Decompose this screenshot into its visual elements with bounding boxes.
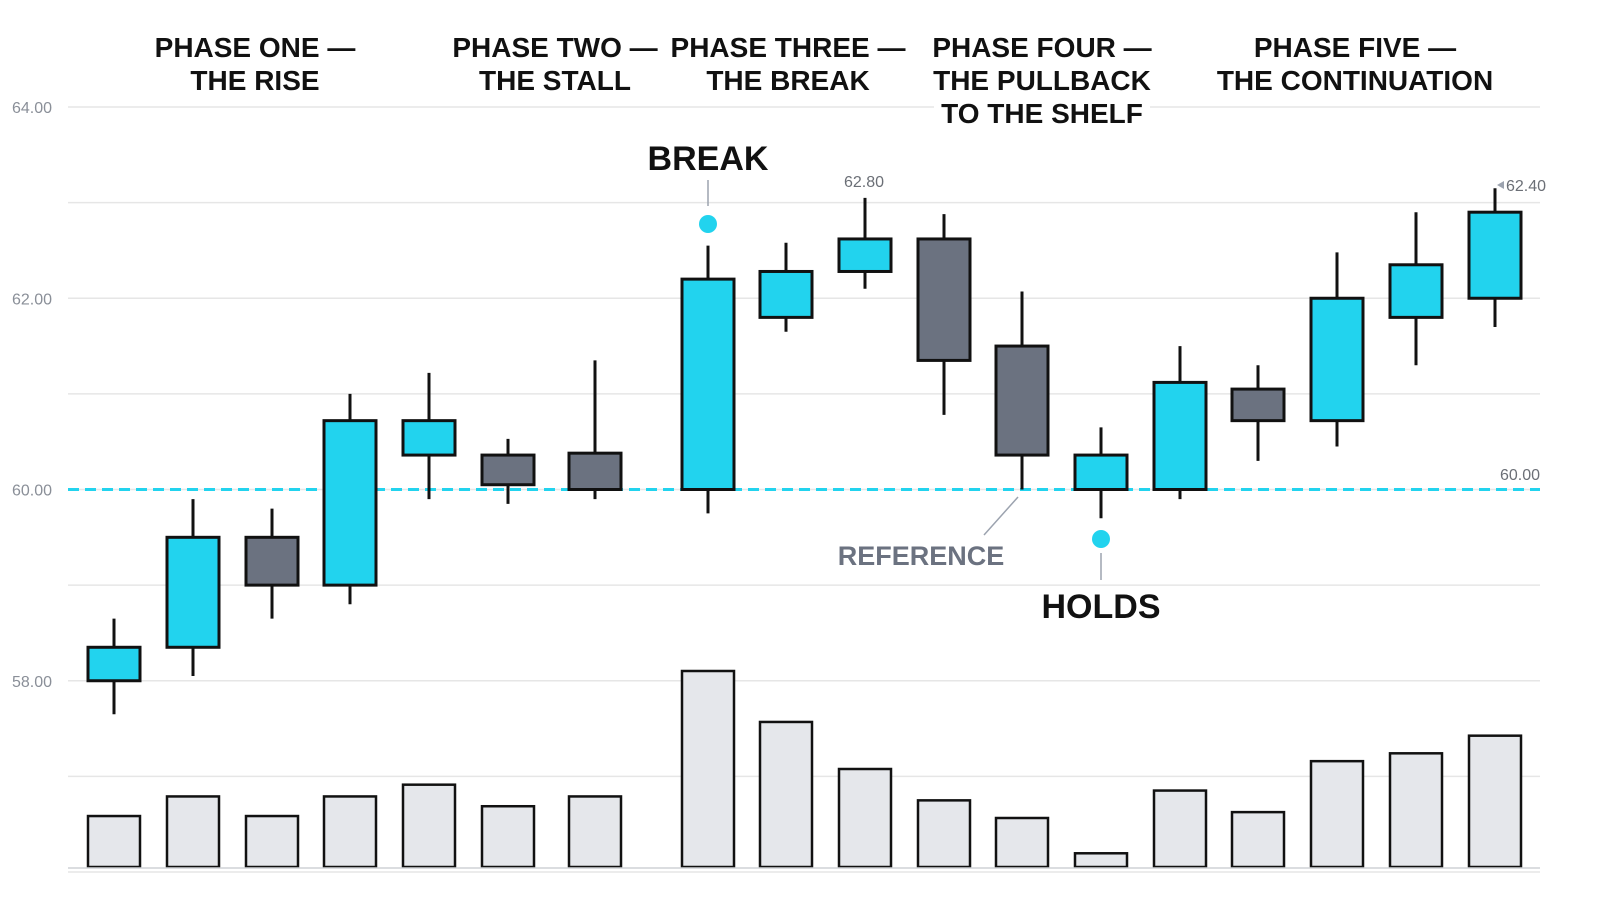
annotations: BREAK 62.80 62.40 60.00 REFERENCE HOLDS (648, 140, 1547, 626)
holds-marker-dot (1092, 530, 1110, 548)
phase-label: PHASE FOUR — (932, 32, 1151, 63)
phase-label: PHASE FIVE — (1254, 32, 1456, 63)
candle-body (1309, 296, 1365, 423)
phase-label-backing (672, 28, 904, 102)
candle-body (680, 277, 736, 491)
phase-label: PHASE TWO — (452, 32, 657, 63)
y-tick-label: 64.00 (12, 100, 52, 117)
volume-bar (1309, 759, 1365, 869)
phase-label-backing (455, 28, 655, 102)
candle-body (165, 535, 221, 649)
volume-bar (994, 816, 1050, 869)
phase-labels: PHASE ONE —THE RISE PHASE TWO —THE STALL P… (155, 28, 1495, 135)
candle-body (994, 344, 1050, 457)
phase-label: THE BREAK (706, 65, 869, 96)
candle-body (401, 419, 457, 457)
phase-label: THE PULLBACK (933, 65, 1151, 96)
volume-bar (86, 814, 142, 869)
candle-body (916, 237, 972, 362)
volume-bar (480, 804, 536, 869)
y-tick-label: 58.00 (12, 674, 52, 691)
volume-bar (567, 795, 623, 869)
volume-bar (244, 814, 300, 869)
reference-price-tag: 60.00 (1500, 467, 1540, 484)
volume-bar (837, 767, 893, 869)
y-tick-label: 62.00 (12, 291, 52, 308)
break-marker-dot (699, 215, 717, 233)
volume-bars (68, 669, 1540, 869)
reference-leader-line (983, 496, 1019, 536)
phase-label: THE STALL (479, 65, 631, 96)
volume-bar (322, 795, 378, 869)
phase-label: THE RISE (190, 65, 319, 96)
volume-bar (916, 799, 972, 869)
candle-body (837, 237, 893, 273)
volume-bar (165, 795, 221, 869)
volume-bar (758, 720, 814, 869)
holds-label: HOLDS (1042, 588, 1161, 626)
phase-label: PHASE ONE — (155, 32, 356, 63)
candle-body (1230, 387, 1286, 423)
candle-body (1073, 453, 1129, 492)
candle-body (86, 645, 142, 683)
candle-body (1388, 263, 1444, 319)
phase-label: THE CONTINUATION (1217, 65, 1493, 96)
last-price-pointer-icon (1497, 181, 1504, 189)
phase-label: TO THE SHELF (941, 98, 1143, 129)
reference-label: REFERENCE (838, 541, 1005, 571)
candle-body (567, 451, 623, 492)
y-axis-ticks: 64.00 62.00 60.00 58.00 (12, 100, 52, 691)
volume-bar (1467, 734, 1523, 869)
break-label: BREAK (648, 140, 769, 178)
candle-body (1152, 380, 1208, 491)
candles (86, 188, 1523, 715)
volume-bar (1152, 789, 1208, 869)
volume-bar (401, 783, 457, 869)
candle-body (480, 453, 536, 487)
phase-label-backing (155, 28, 355, 102)
last-price-tag: 62.40 (1506, 178, 1546, 195)
phase-label-backing (1215, 28, 1495, 102)
candle-body (322, 419, 378, 587)
high-price-tag: 62.80 (844, 174, 884, 191)
phase-label: PHASE THREE — (671, 32, 906, 63)
y-tick-label: 60.00 (12, 483, 52, 500)
candle-body (244, 535, 300, 587)
candle-body (1467, 210, 1523, 300)
volume-bar (1230, 810, 1286, 869)
volume-bar (1388, 752, 1444, 869)
candle-body (758, 269, 814, 319)
volume-bar (1073, 852, 1129, 869)
volume-bar (680, 669, 736, 869)
phase-label-backing (934, 28, 1150, 135)
